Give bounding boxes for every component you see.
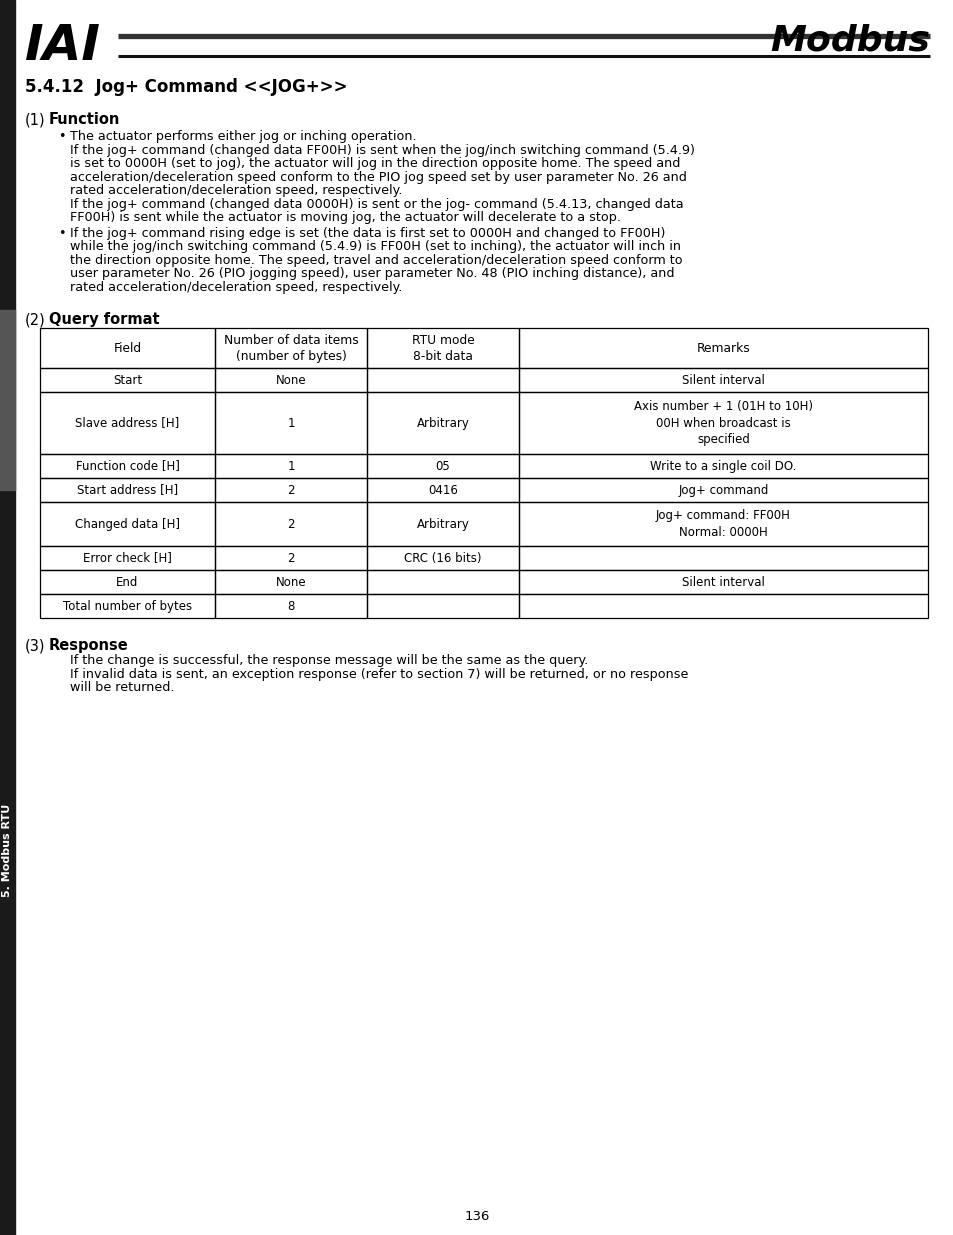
Bar — [214, 391, 367, 454]
Text: If the jog+ command (changed data FF00H) is sent when the jog/inch switching com: If the jog+ command (changed data FF00H)… — [70, 143, 694, 157]
Text: rated acceleration/deceleration speed, respectively.: rated acceleration/deceleration speed, r… — [70, 280, 402, 294]
Bar — [367, 391, 518, 454]
Bar — [367, 501, 518, 546]
Text: 1: 1 — [287, 416, 294, 430]
Text: If invalid data is sent, an exception response (refer to section 7) will be retu: If invalid data is sent, an exception re… — [70, 667, 688, 680]
Bar — [40, 501, 214, 546]
Text: user parameter No. 26 (PIO jogging speed), user parameter No. 48 (PIO inching di: user parameter No. 26 (PIO jogging speed… — [70, 267, 674, 280]
Text: (1): (1) — [25, 112, 46, 127]
Text: None: None — [275, 373, 306, 387]
Bar — [40, 594, 214, 618]
Text: The actuator performs either jog or inching operation.: The actuator performs either jog or inch… — [70, 130, 416, 143]
Bar — [40, 571, 214, 594]
Text: Start: Start — [112, 373, 142, 387]
Bar — [40, 454, 214, 478]
Text: Jog+ command: FF00H
Normal: 0000H: Jog+ command: FF00H Normal: 0000H — [656, 509, 790, 538]
Text: If the jog+ command (changed data 0000H) is sent or the jog- command (5.4.13, ch: If the jog+ command (changed data 0000H)… — [70, 198, 683, 210]
Text: If the jog+ command rising edge is set (the data is first set to 0000H and chang: If the jog+ command rising edge is set (… — [70, 226, 664, 240]
Bar — [214, 454, 367, 478]
Text: IAI: IAI — [25, 22, 101, 70]
Text: 5. Modbus RTU: 5. Modbus RTU — [3, 804, 12, 897]
Text: 2: 2 — [287, 517, 294, 531]
Text: •: • — [58, 226, 66, 240]
Text: while the jog/inch switching command (5.4.9) is FF00H (set to inching), the actu: while the jog/inch switching command (5.… — [70, 240, 680, 253]
Text: Axis number + 1 (01H to 10H)
00H when broadcast is
specified: Axis number + 1 (01H to 10H) 00H when br… — [634, 400, 812, 446]
Text: Arbitrary: Arbitrary — [416, 517, 469, 531]
Bar — [214, 571, 367, 594]
Bar — [518, 478, 927, 501]
Text: will be returned.: will be returned. — [70, 680, 174, 694]
Bar — [0, 310, 15, 490]
Text: 136: 136 — [464, 1210, 489, 1223]
Text: is set to 0000H (set to jog), the actuator will jog in the direction opposite ho: is set to 0000H (set to jog), the actuat… — [70, 157, 679, 170]
Bar — [214, 368, 367, 391]
Text: Remarks: Remarks — [696, 342, 750, 354]
Text: Total number of bytes: Total number of bytes — [63, 599, 192, 613]
Text: Function: Function — [49, 112, 120, 127]
Text: •: • — [58, 130, 66, 143]
Text: Error check [H]: Error check [H] — [83, 552, 172, 564]
Text: Arbitrary: Arbitrary — [416, 416, 469, 430]
Text: None: None — [275, 576, 306, 589]
Text: 0416: 0416 — [428, 483, 457, 496]
Bar — [214, 478, 367, 501]
Bar — [367, 594, 518, 618]
Bar — [214, 329, 367, 368]
Text: End: End — [116, 576, 138, 589]
Text: 05: 05 — [436, 459, 450, 473]
Bar — [40, 368, 214, 391]
Text: Modbus: Modbus — [769, 23, 929, 57]
Text: CRC (16 bits): CRC (16 bits) — [404, 552, 481, 564]
Text: (2): (2) — [25, 312, 46, 327]
Text: RTU mode
8-bit data: RTU mode 8-bit data — [411, 333, 474, 363]
Bar — [367, 478, 518, 501]
Text: Jog+ command: Jog+ command — [678, 483, 768, 496]
Bar — [214, 594, 367, 618]
Bar — [40, 546, 214, 571]
Text: Response: Response — [49, 638, 129, 653]
Text: Field: Field — [113, 342, 141, 354]
Bar — [518, 454, 927, 478]
Bar — [40, 478, 214, 501]
Text: Start address [H]: Start address [H] — [77, 483, 178, 496]
Text: Slave address [H]: Slave address [H] — [75, 416, 179, 430]
Bar — [367, 571, 518, 594]
Bar — [518, 329, 927, 368]
Bar — [367, 329, 518, 368]
Text: FF00H) is sent while the actuator is moving jog, the actuator will decelerate to: FF00H) is sent while the actuator is mov… — [70, 211, 620, 224]
Bar — [367, 368, 518, 391]
Bar — [214, 546, 367, 571]
Bar — [518, 391, 927, 454]
Text: 1: 1 — [287, 459, 294, 473]
Text: 8: 8 — [287, 599, 294, 613]
Bar — [0, 0, 15, 1235]
Bar — [518, 546, 927, 571]
Bar — [40, 391, 214, 454]
Text: the direction opposite home. The speed, travel and acceleration/deceleration spe: the direction opposite home. The speed, … — [70, 253, 682, 267]
Bar — [214, 501, 367, 546]
Text: 2: 2 — [287, 483, 294, 496]
Bar — [518, 501, 927, 546]
Text: 2: 2 — [287, 552, 294, 564]
Bar — [518, 571, 927, 594]
Bar — [40, 329, 214, 368]
Text: Changed data [H]: Changed data [H] — [75, 517, 180, 531]
Text: Silent interval: Silent interval — [681, 373, 764, 387]
Bar — [367, 454, 518, 478]
Text: acceleration/deceleration speed conform to the PIO jog speed set by user paramet: acceleration/deceleration speed conform … — [70, 170, 686, 184]
Text: If the change is successful, the response message will be the same as the query.: If the change is successful, the respons… — [70, 655, 588, 667]
Bar — [367, 546, 518, 571]
Bar — [518, 594, 927, 618]
Bar — [518, 368, 927, 391]
Text: 5.4.12  Jog+ Command <<JOG+>>: 5.4.12 Jog+ Command <<JOG+>> — [25, 78, 347, 96]
Text: Number of data items
(number of bytes): Number of data items (number of bytes) — [223, 333, 358, 363]
Text: Function code [H]: Function code [H] — [75, 459, 179, 473]
Text: (3): (3) — [25, 638, 46, 653]
Text: Silent interval: Silent interval — [681, 576, 764, 589]
Text: Write to a single coil DO.: Write to a single coil DO. — [650, 459, 796, 473]
Text: rated acceleration/deceleration speed, respectively.: rated acceleration/deceleration speed, r… — [70, 184, 402, 198]
Text: Query format: Query format — [49, 312, 159, 327]
